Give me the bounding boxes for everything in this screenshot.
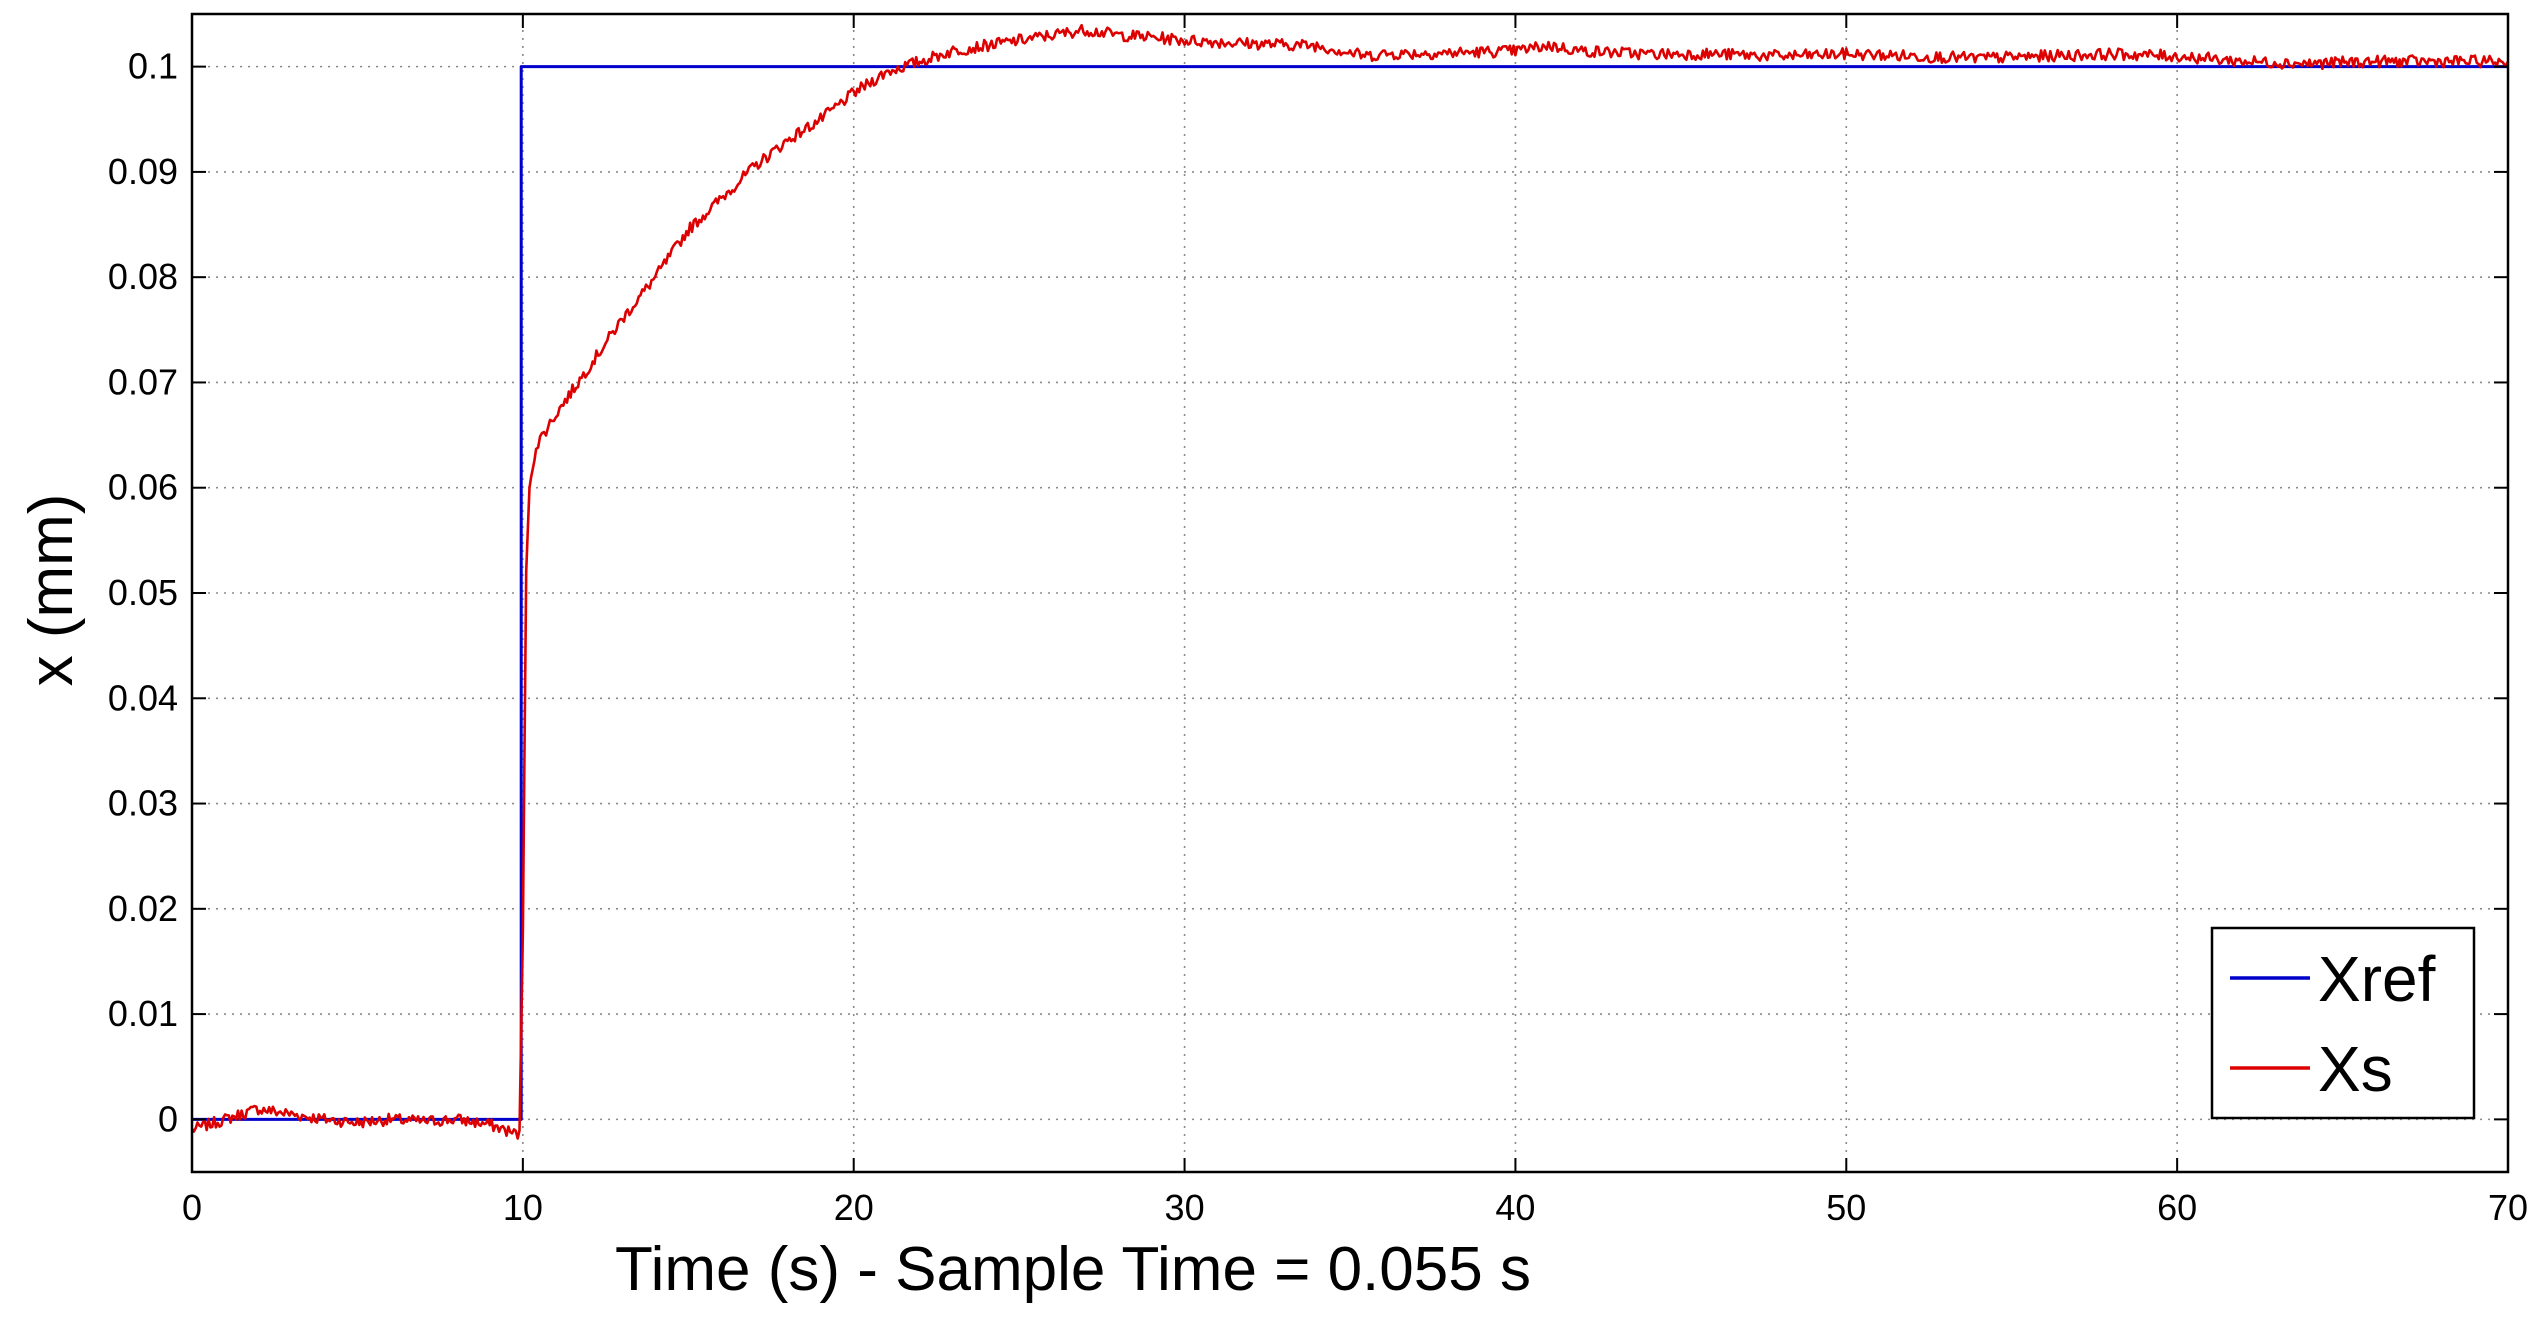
x-tick-label: 50 (1826, 1187, 1866, 1228)
tick-labels: 0 10 20 30 40 50 60 70 0 0.01 0.02 0.03 0.04 0.05 0.06… (108, 46, 2528, 1228)
y-tick-label: 0.04 (108, 677, 178, 718)
y-tick-label: 0.05 (108, 572, 178, 613)
x-axis-title: Time (s) - Sample Time = 0.055 s (615, 1235, 1531, 1304)
y-tick-label: 0.07 (108, 361, 178, 402)
y-tick-label: 0.08 (108, 256, 178, 297)
y-tick-label: 0.02 (108, 888, 178, 929)
x-tick-label: 10 (503, 1187, 543, 1228)
y-tick-label: 0 (158, 1098, 178, 1139)
y-axis-title: x (mm) (17, 494, 86, 687)
legend-box (2210, 926, 2476, 1120)
x-tick-label: 0 (182, 1187, 202, 1228)
x-tick-label: 40 (1495, 1187, 1535, 1228)
legend: Xref Xs (2210, 926, 2476, 1120)
legend-label-xs: Xs (2318, 1033, 2393, 1105)
y-tick-label: 0.06 (108, 467, 178, 508)
series-line-xs (190, 23, 2510, 1140)
y-tick-label: 0.09 (108, 151, 178, 192)
x-tick-label: 60 (2157, 1187, 2197, 1228)
axes-box (190, 12, 2510, 1174)
x-tick-label: 70 (2488, 1187, 2528, 1228)
y-tick-label: 0.01 (108, 993, 178, 1034)
x-tick-label: 20 (834, 1187, 874, 1228)
y-tick-label: 0.03 (108, 783, 178, 824)
legend-label-xref: Xref (2318, 943, 2436, 1015)
x-tick-label: 30 (1165, 1187, 1205, 1228)
series-layer (190, 23, 2510, 1140)
y-tick-label: 0.1 (128, 46, 178, 87)
